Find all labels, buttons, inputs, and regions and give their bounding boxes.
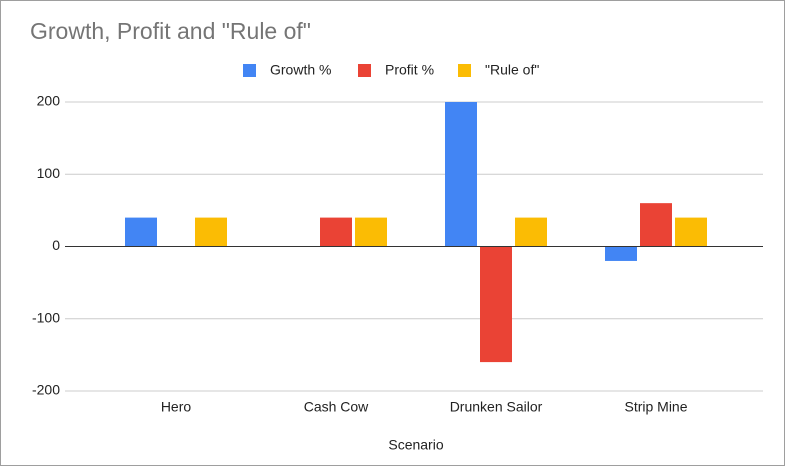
x-axis-title: Scenario [388,437,443,453]
legend-label: Growth % [270,62,331,78]
x-tick-label: Cash Cow [304,399,369,415]
bar [640,203,672,247]
x-tick-label: Hero [161,399,192,415]
legend-swatch [358,64,371,77]
y-tick-label: -200 [32,382,60,398]
y-tick-label: -100 [32,309,60,325]
bar [355,217,387,247]
bar [605,246,637,261]
x-tick-label: Drunken Sailor [450,399,543,415]
bar [515,217,547,247]
bar [675,217,707,247]
y-tick-label: 100 [37,165,61,181]
bar [195,217,227,247]
y-tick-label: 200 [37,93,61,109]
bar [320,217,352,247]
legend-swatch [458,64,471,77]
legend-swatch [243,64,256,77]
bar [125,217,157,247]
legend-label: "Rule of" [485,62,539,78]
y-tick-label: 0 [52,237,60,253]
bar [445,102,477,247]
x-tick-label: Strip Mine [624,399,687,415]
bar [480,246,512,363]
legend-label: Profit % [385,62,434,78]
chart-title: Growth, Profit and "Rule of" [30,18,311,44]
